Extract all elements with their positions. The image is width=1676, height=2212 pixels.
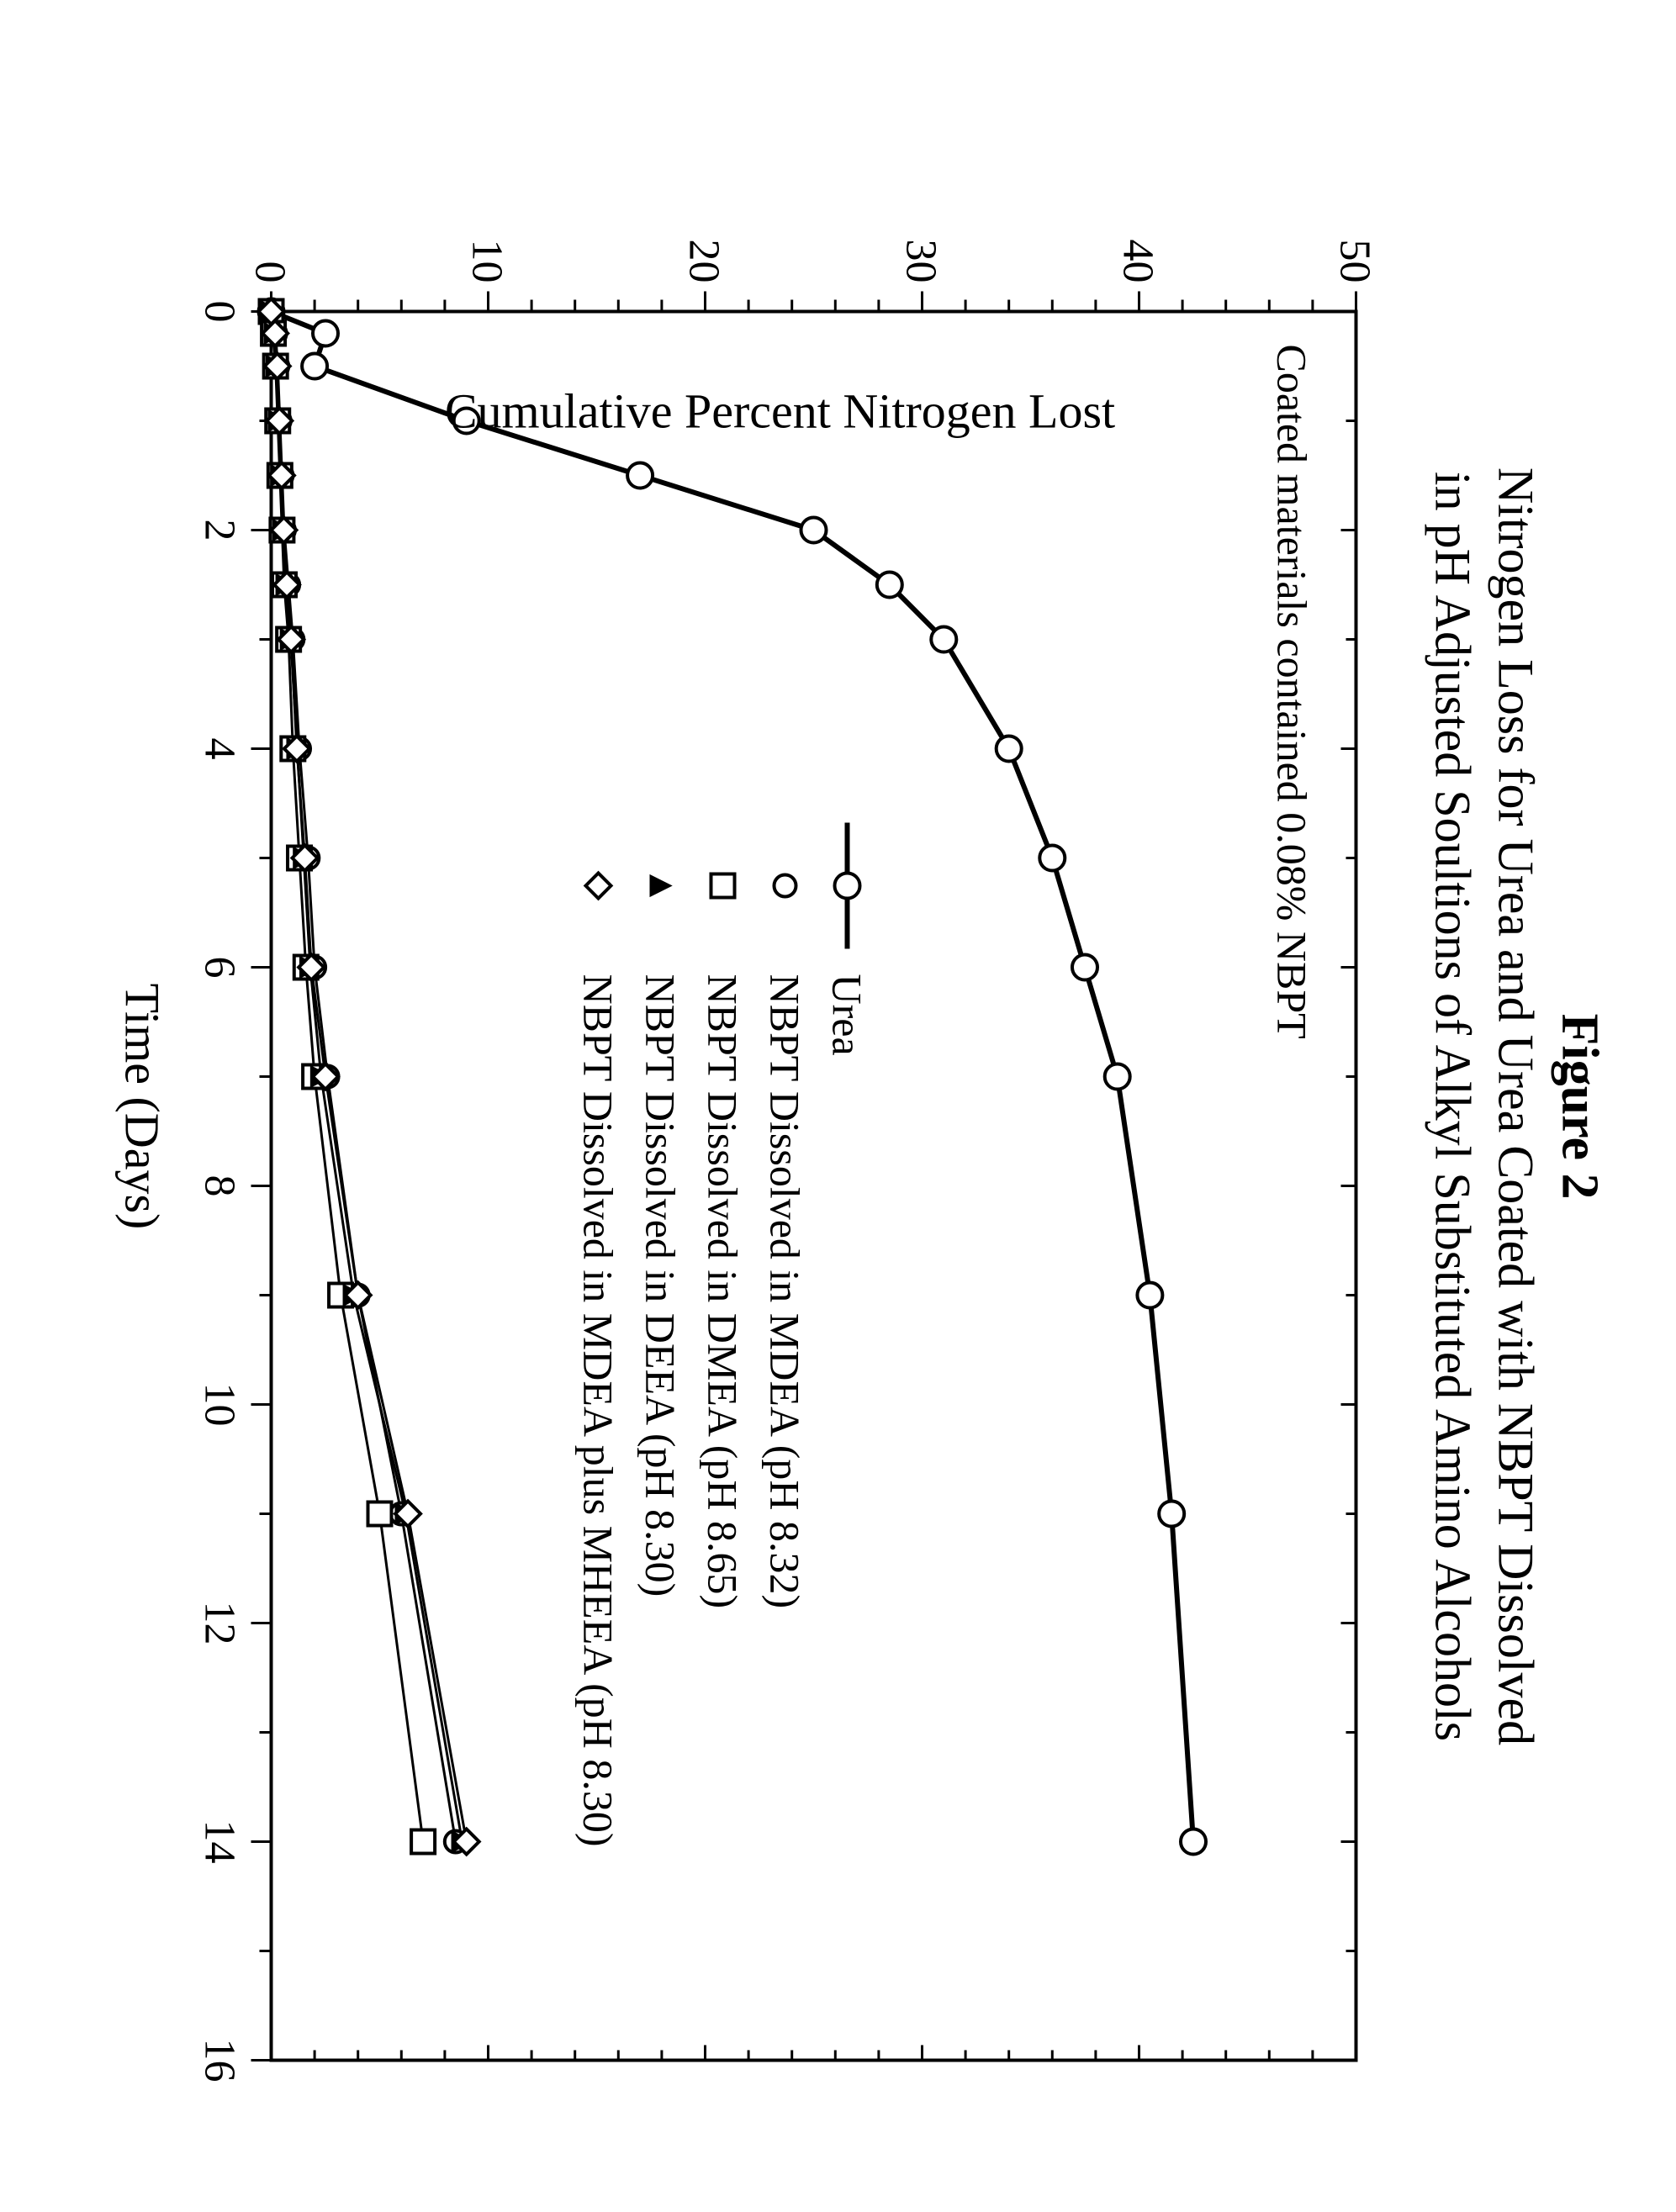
svg-text:40: 40	[1113, 239, 1161, 282]
annotation-text: Coated materials contained 0.08% NBPT	[1267, 344, 1316, 1038]
legend-swatch-icon	[629, 814, 691, 957]
legend-swatch-icon	[816, 814, 878, 957]
figure-title-line1: Nitrogen Loss for Urea and Urea Coated w…	[1486, 0, 1544, 2212]
legend: Urea NBPT Dissolved in MDEA (pH 8.32) NBPT…	[567, 814, 878, 1846]
svg-text:0: 0	[195, 300, 243, 322]
legend-row: NBPT Dissolved in MDEA plus MHEEA (pH 8.…	[567, 814, 629, 1846]
legend-row: NBPT Dissolved in DMEA (pH 8.65)	[691, 814, 753, 1846]
svg-text:30: 30	[896, 239, 944, 282]
svg-text:6: 6	[195, 956, 243, 978]
y-axis-label: Cumulative Percent Nitrogen Lost	[444, 383, 1114, 439]
legend-row: Urea	[816, 814, 878, 1846]
legend-row: NBPT Dissolved in MDEA (pH 8.32)	[753, 814, 816, 1846]
svg-text:4: 4	[195, 737, 243, 759]
svg-text:16: 16	[195, 2038, 243, 2082]
legend-label: NBPT Dissolved in MDEA plus MHEEA (pH 8.…	[574, 974, 622, 1846]
legend-swatch-icon	[691, 814, 753, 957]
svg-text:10: 10	[195, 1382, 243, 1426]
figure-number: Figure 2	[1549, 0, 1609, 2212]
x-axis-label: Time (Days)	[114, 0, 170, 2212]
legend-swatch-icon	[567, 814, 629, 957]
page: Figure 2 Nitrogen Loss for Urea and Urea…	[0, 0, 1676, 2212]
landscape-container: Figure 2 Nitrogen Loss for Urea and Urea…	[0, 0, 1676, 2212]
figure-header: Figure 2 Nitrogen Loss for Urea and Urea…	[1423, 0, 1609, 2212]
chart-area: Cumulative Percent Nitrogen Lost 0 2 4 6 8 10…	[178, 219, 1381, 2094]
svg-text:12: 12	[195, 1601, 243, 1644]
legend-label: NBPT Dissolved in DMEA (pH 8.65)	[698, 974, 747, 1608]
svg-text:2: 2	[195, 519, 243, 541]
svg-text:50: 50	[1330, 239, 1378, 282]
svg-text:20: 20	[679, 239, 727, 282]
legend-label: NBPT Dissolved in MDEA (pH 8.32)	[760, 974, 809, 1608]
svg-text:10: 10	[463, 239, 510, 282]
svg-text:0: 0	[246, 261, 293, 282]
legend-swatch-icon	[753, 814, 816, 957]
legend-label: NBPT Dissolved in DEEA (pH 8.30)	[636, 974, 685, 1597]
svg-text:8: 8	[195, 1175, 243, 1196]
svg-text:14: 14	[195, 1819, 243, 1863]
figure-title-line2: in pH Adjusted Soultions of Alkyl Substi…	[1423, 0, 1481, 2212]
legend-label: Urea	[822, 974, 871, 1055]
legend-row: NBPT Dissolved in DEEA (pH 8.30)	[629, 814, 691, 1846]
